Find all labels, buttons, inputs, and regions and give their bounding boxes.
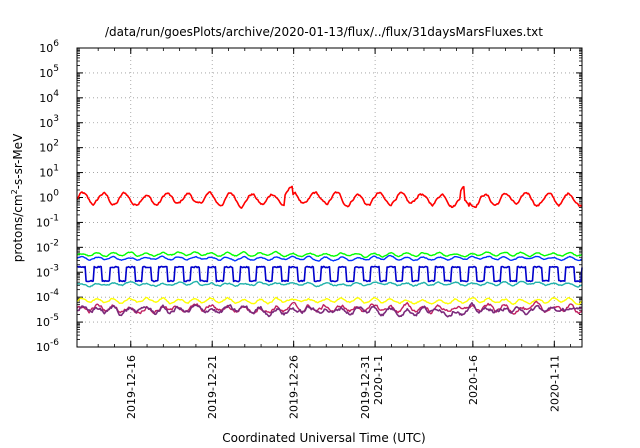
y-tick-label: 106 [39,39,59,55]
y-tick-label: 10-6 [36,338,59,354]
plot-frame [76,47,583,348]
y-tick-label: 10-2 [36,238,59,254]
y-tick-base: 10 [39,42,53,55]
y-tick-base: 10 [39,192,53,205]
series-line-6 [76,296,583,306]
x-tick-label: 2020-1-11 [548,355,561,412]
y-tick-label: 100 [39,189,59,205]
x-tick-label: 2019-12-21 [206,355,219,419]
y-tick-base: 10 [36,316,50,329]
series-line-5 [76,280,583,288]
y-tick-exponent: 4 [53,89,59,99]
y-tick-exponent: -3 [50,263,59,273]
y-tick-base: 10 [39,167,53,180]
x-tick-label: 2019-12-26 [288,355,301,419]
y-tick-base: 10 [36,216,50,229]
y-tick-base: 10 [39,67,53,80]
y-tick-exponent: -6 [50,338,59,348]
y-tick-exponent: -5 [50,313,59,323]
x-tick-label: 2020-1-6 [467,355,480,405]
y-tick-label: 10-3 [36,263,59,279]
x-axis-label: Coordinated Universal Time (UTC) [222,431,425,445]
y-tick-label: 104 [39,89,59,105]
y-axis-label-part-1: protons/cm [11,194,25,262]
y-axis-label: protons/cm2-s-sr-MeV [10,133,25,262]
axis-ticks: 10-610-510-410-310-210-11001011021031041… [36,39,582,419]
y-tick-exponent: -2 [50,238,59,248]
x-tick-label: 2019-12-31 [359,355,372,419]
y-tick-exponent: 1 [53,164,59,174]
y-axis-label-part-2: -s-sr-MeV [11,133,25,189]
y-tick-exponent: 6 [53,39,59,49]
y-tick-label: 105 [39,64,59,80]
y-tick-label: 101 [39,164,59,180]
y-tick-base: 10 [39,117,53,130]
series-line-4 [76,265,583,283]
y-tick-exponent: -4 [50,288,59,298]
y-tick-label: 102 [39,139,59,155]
y-tick-label: 10-5 [36,313,59,329]
chart-title: /data/run/goesPlots/archive/2020-01-13/f… [105,25,543,39]
series-line-3 [76,254,583,262]
grid [77,48,582,347]
y-tick-base: 10 [39,92,53,105]
y-tick-base: 10 [36,341,50,354]
y-tick-base: 10 [36,291,50,304]
y-tick-exponent: 0 [53,189,59,199]
y-tick-exponent: 5 [53,64,59,74]
y-tick-exponent: -1 [50,213,59,223]
series-line-8 [76,301,583,318]
y-tick-exponent: 2 [53,139,59,149]
y-tick-exponent: 3 [53,114,59,124]
y-tick-label: 10-1 [36,213,59,229]
y-tick-base: 10 [36,241,50,254]
series-line-2 [76,250,583,259]
x-tick-label: 2020-1-1 [372,355,385,405]
series-group [76,185,583,318]
y-tick-base: 10 [39,142,53,155]
x-tick-label: 2019-12-16 [125,355,138,419]
y-tick-label: 103 [39,114,59,130]
y-tick-base: 10 [36,266,50,279]
y-tick-label: 10-4 [36,288,59,304]
y-axis-label-superscript: 2 [10,189,19,194]
series-line-1 [76,185,583,209]
